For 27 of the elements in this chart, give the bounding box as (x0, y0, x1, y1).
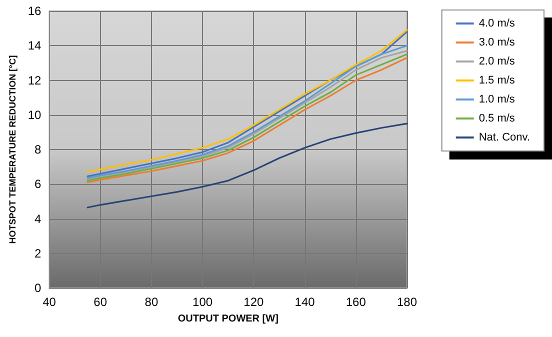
legend-label: Nat. Conv. (478, 132, 530, 144)
line-series (86, 122, 408, 208)
x-axis-title: OUTPUT POWER [W] (178, 314, 278, 324)
x-tick-label: 180 (396, 295, 418, 309)
y-tick-label: 8 (34, 142, 42, 156)
y-tick-label: 0 (34, 281, 42, 295)
legend-label: 4.0 m/s (478, 18, 516, 30)
y-tick-label: 2 (34, 246, 42, 260)
x-tick-label: 120 (244, 295, 264, 309)
y-tick-label: 12 (28, 73, 42, 88)
legend-label: 3.0 m/s (478, 36, 516, 48)
y-axis-title: HOTSPOT TEMPERATURE REDUCTION [°C] (8, 55, 18, 244)
x-tick-label: 140 (294, 295, 316, 309)
legend-label: 0.5 m/s (478, 112, 516, 124)
x-tick-label: 60 (94, 295, 108, 309)
legend-label: 1.0 m/s (478, 94, 516, 106)
y-tick-label: 4 (34, 212, 42, 226)
y-tick-label: 6 (34, 177, 42, 192)
y-tick-label: 16 (28, 4, 42, 18)
x-tick-label: 100 (192, 295, 213, 309)
legend-label: 2.0 m/s (478, 56, 516, 68)
x-tick-label: 40 (42, 295, 56, 309)
legend-label: 1.5 m/s (478, 74, 516, 86)
x-tick-label: 80 (144, 295, 158, 309)
y-tick-label: 14 (28, 38, 42, 53)
y-tick-label: 10 (28, 108, 42, 122)
x-tick-label: 160 (346, 295, 366, 309)
